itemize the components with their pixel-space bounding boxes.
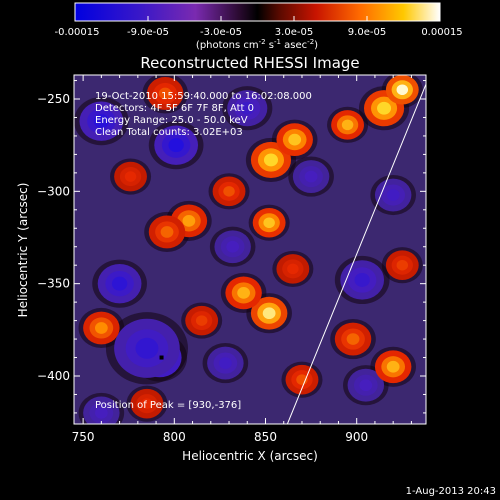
- x-tick-label: 850: [254, 430, 277, 444]
- solar-limb-line: [286, 84, 426, 424]
- heatmap-blob-core: [240, 101, 255, 115]
- heatmap-blob-core: [218, 357, 232, 369]
- heatmap-blob-core: [386, 189, 400, 201]
- footer-timestamp: 1-Aug-2013 20:43: [406, 486, 496, 497]
- heatmap-image: [74, 75, 423, 424]
- heatmap-blob-core: [341, 119, 354, 131]
- heatmap-blob-core: [354, 272, 370, 287]
- heatmap-blob-core: [346, 333, 360, 345]
- colorbar-unit-label: (photons cm-2 s-1 asec-2): [196, 38, 318, 51]
- heatmap-blob-core: [396, 259, 409, 271]
- heatmap-blob-core: [237, 287, 250, 299]
- chart-title: Reconstructed RHESSI Image: [140, 54, 359, 72]
- heatmap-blob-core: [141, 398, 153, 409]
- y-axis-label: Heliocentric Y (arcsec): [16, 183, 30, 318]
- x-tick-label: 900: [345, 430, 368, 444]
- colorbar-tick-label: -9.0e-05: [127, 27, 169, 38]
- x-tick-label: 750: [72, 430, 95, 444]
- plot-area: 750 800 850 900 −250 −300 −350 −400: [37, 74, 427, 444]
- annotation-clean-counts: Clean Total counts: 3.02E+03: [95, 127, 243, 138]
- colorbar-tick-label: 9.0e-05: [348, 27, 386, 38]
- heatmap-blob-core: [262, 307, 276, 320]
- colorbar-ticks: -0.00015 -9.0e-05 -3.0e-05 3.0e-05 9.0e-05 0.…: [55, 16, 463, 38]
- colorbar: -0.00015 -9.0e-05 -3.0e-05 3.0e-05 9.0e-05 0.…: [55, 2, 463, 51]
- heatmap-blob-core: [223, 186, 235, 197]
- colorbar-gradient: [74, 2, 441, 22]
- heatmap-blob-core: [377, 101, 392, 115]
- heatmap-blob-core: [160, 226, 174, 238]
- heatmap-blob-core: [182, 215, 196, 227]
- heatmap-blob-core: [124, 171, 137, 182]
- annotation-time-range: 19-Oct-2010 15:59:40.000 to 16:02:08.000: [95, 91, 312, 102]
- x-axis-label: Heliocentric X (arcsec): [182, 449, 318, 463]
- heatmap-blob-core: [288, 133, 302, 146]
- y-tick-label: −400: [37, 369, 70, 383]
- plot-overlay: [159, 84, 426, 424]
- annotation-peak-position: Position of Peak = [930,-376]: [95, 400, 241, 411]
- heatmap-blob-core: [263, 153, 278, 167]
- heatmap-blob-core: [111, 276, 128, 291]
- heatmap-blob-core: [158, 87, 172, 100]
- colorbar-tick-label: -3.0e-05: [200, 27, 242, 38]
- heatmap-blob-core: [396, 84, 409, 96]
- heatmap-blob-core: [94, 322, 108, 334]
- y-tick-label: −250: [37, 92, 70, 106]
- heatmap-blob-core: [287, 263, 299, 275]
- x-tick-label: 800: [163, 430, 186, 444]
- plot-frame: [73, 74, 427, 425]
- y-tick-label: −350: [37, 277, 70, 291]
- annotation-energy-range: Energy Range: 25.0 - 50.0 keV: [95, 115, 248, 126]
- y-tick-label: −300: [37, 184, 70, 198]
- annotation-detectors: Detectors: 4F 5F 6F 7F 8F, Att 0: [95, 103, 254, 114]
- heatmap-blob-core: [359, 379, 373, 392]
- colorbar-tick-label: -0.00015: [55, 27, 100, 38]
- peak-marker: [159, 355, 164, 360]
- heatmap-blob-core: [94, 407, 108, 419]
- colorbar-tick-label: 0.00015: [421, 27, 462, 38]
- heatmap-blob-core: [93, 114, 110, 129]
- heatmap-blob-core: [135, 337, 159, 359]
- heatmap-blob-core: [263, 217, 275, 228]
- annotation-block: 19-Oct-2010 15:59:40.000 to 16:02:08.000…: [95, 91, 312, 411]
- heatmap-blob-core: [195, 315, 208, 326]
- heatmap-blob-core: [386, 360, 400, 373]
- axis-ticks: 750 800 850 900 −250 −300 −350 −400: [37, 75, 426, 444]
- colorbar-tick-label: 3.0e-05: [275, 27, 313, 38]
- heatmap-blob-core: [226, 240, 240, 253]
- heatmap-blob-core: [304, 170, 318, 183]
- heatmap-blob-core: [168, 138, 184, 153]
